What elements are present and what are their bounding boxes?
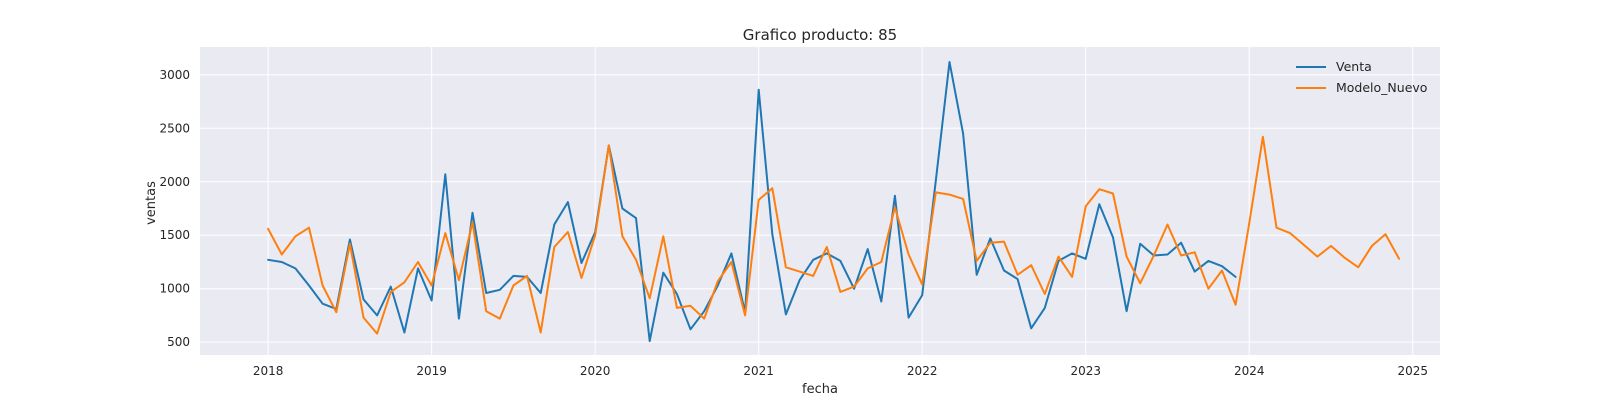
plot-area <box>200 47 1440 355</box>
y-tick-label: 1000 <box>159 282 190 296</box>
series-line-venta <box>267 61 1237 343</box>
x-tick-label: 2018 <box>253 364 284 378</box>
x-tick-label: 2019 <box>416 364 447 378</box>
y-tick-label: 3000 <box>159 68 190 82</box>
y-tick-label: 2000 <box>159 175 190 189</box>
legend-label-modelo-nuevo: Modelo_Nuevo <box>1336 80 1427 95</box>
x-tick-label: 2022 <box>907 364 938 378</box>
x-tick-label: 2023 <box>1070 364 1101 378</box>
x-axis-ticks: 2018 2019 2020 2021 2022 2023 2024 2025 <box>253 364 1428 378</box>
grid-lines <box>200 47 1440 355</box>
series-line-modelo-nuevo <box>267 135 1401 335</box>
legend-label-venta: Venta <box>1336 59 1372 74</box>
x-tick-label: 2025 <box>1397 364 1428 378</box>
y-tick-label: 1500 <box>159 228 190 242</box>
x-axis-label: fecha <box>802 382 838 397</box>
y-axis-ticks: 500 1000 1500 2000 2500 3000 <box>159 68 190 349</box>
legend: Venta Modelo_Nuevo <box>1296 59 1427 95</box>
y-tick-label: 500 <box>167 335 190 349</box>
series-layer <box>267 61 1401 343</box>
y-axis-label: ventas <box>144 181 159 225</box>
x-tick-label: 2024 <box>1234 364 1265 378</box>
x-tick-label: 2020 <box>580 364 611 378</box>
x-tick-label: 2021 <box>743 364 774 378</box>
y-tick-label: 2500 <box>159 121 190 135</box>
chart-title: Grafico producto: 85 <box>743 26 897 44</box>
